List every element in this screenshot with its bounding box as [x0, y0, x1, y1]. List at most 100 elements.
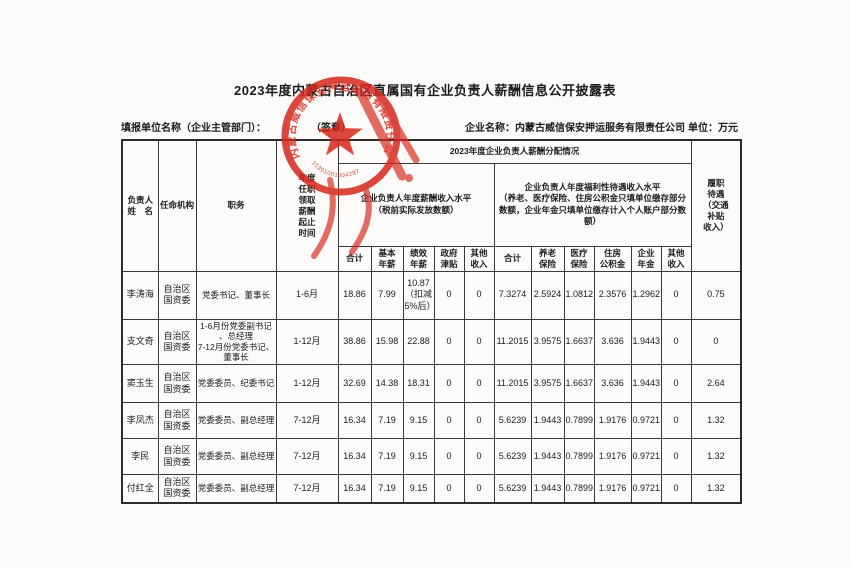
table-cell: 1.9443 [530, 438, 565, 476]
table-cell: 18.31 [402, 364, 435, 404]
table-cell: 党委书记、董事长 [195, 270, 277, 320]
table-cell: 5.6239 [493, 402, 532, 440]
table-cell: 7.19 [370, 474, 404, 504]
table-cell: 0.75 [690, 270, 742, 320]
sub-header-other-income2: 其他 收入 [660, 245, 692, 272]
table-cell: 1.32 [690, 438, 742, 476]
table-cell: 党委委员、副总经理 [195, 438, 277, 476]
table-cell: 3.9575 [530, 318, 565, 366]
table-cell: 2.64 [690, 364, 742, 404]
table-cell: 0 [463, 438, 495, 476]
table-cell: 38.86 [337, 318, 372, 366]
table-cell: 党委委员、副总经理 [195, 402, 277, 440]
table-cell: 1.9443 [630, 364, 662, 404]
table-cell: 14.38 [370, 364, 404, 404]
sub-header-performance-salary: 绩效 年薪 [402, 245, 435, 272]
table-cell: 1-6月 [275, 270, 339, 320]
sub-header-other-income1: 其他 收入 [463, 245, 495, 272]
table-cell: 0 [660, 364, 692, 404]
table-cell: 22.88 [402, 318, 435, 366]
table-cell: 0 [660, 438, 692, 476]
signature-label: （签章） [311, 123, 351, 134]
table-cell: 18.86 [337, 270, 372, 320]
table-cell: 0.9721 [630, 402, 662, 440]
table-row: 李民 自治区 国资委 党委委员、副总经理 7-12月 16.34 7.19 9.15 0 0 5.… [121, 438, 742, 476]
table-cell: 0 [690, 318, 742, 366]
group-header-salary: 企业负责人年度薪酬收入水平 （税前实际发放数额） [337, 162, 495, 247]
table-row: 李涛海 自治区 国资委 党委书记、董事长 1-6月 18.86 7.99 10.87 （扣减… [121, 270, 742, 320]
table-cell: 2.3576 [593, 270, 632, 320]
table-cell: 李涛海 [121, 270, 159, 320]
table-cell: 1.32 [690, 474, 742, 504]
table-cell: 2.5924 [530, 270, 565, 320]
table-cell: 7-12月 [275, 402, 339, 440]
table-row: 李凤杰 自治区 国资委 党委委员、副总经理 7-12月 16.34 7.19 9.15 0 0 5… [121, 402, 742, 440]
table-cell: 5.6239 [493, 438, 532, 476]
table-cell: 0 [463, 270, 495, 320]
header-row-3: 合计 基本 年薪 绩效 年薪 政府 津贴 其他 收入 合计 养老 保险 医疗 保… [122, 245, 741, 272]
table-cell: 1-12月 [275, 318, 339, 366]
sub-header-base-salary: 基本 年薪 [370, 245, 404, 272]
page-title: 2023年度内蒙古自治区直属国有企业负责人薪酬信息公开披露表 [234, 83, 616, 98]
table-cell: 1.6637 [563, 364, 595, 404]
header-row-1: 负责人 姓 名 任命机构 职务 年度 任职 领取 薪酬 起止 时间 2023年度… [121, 139, 742, 272]
table-cell: 32.69 [337, 364, 372, 404]
table-cell: 3.636 [593, 318, 632, 366]
table-header: 负责人 姓 名 任命机构 职务 年度 任职 领取 薪酬 起止 时间 2023年度… [121, 139, 742, 272]
table-cell: 3.636 [593, 364, 632, 404]
table-cell: 7-12月 [275, 438, 339, 476]
sub-header-annuity: 企业 年金 [630, 245, 662, 272]
table-cell: 1-6月份党委副书记 、总经理 7-12月份党委书记、 董事长 [195, 318, 277, 366]
table-cell: 自治区 国资委 [157, 270, 197, 320]
group-header-welfare: 企业负责人年度福利性待遇收入水平 （养老、医疗保险、住房公积金只填单位缴存部分数… [493, 162, 692, 247]
table-cell: 0 [433, 270, 465, 320]
table-cell: 7.99 [370, 270, 404, 320]
table-cell: 0.7899 [563, 402, 595, 440]
col-header-period: 年度 任职 领取 薪酬 起止 时间 [275, 139, 339, 272]
table-cell: 7.19 [370, 438, 404, 476]
sub-header-housing-fund: 住房 公积金 [593, 245, 632, 272]
table-cell: 1.9443 [530, 474, 565, 504]
table-cell: 1.2962 [630, 270, 662, 320]
table-cell: 1.9176 [593, 438, 632, 476]
table-cell: 党委委员、纪委书记 [195, 364, 277, 404]
table-cell: 付红全 [121, 474, 159, 504]
company-name-label: 企业名称：内蒙古威信保安押运服务有限责任公司 [465, 123, 685, 134]
sub-header-total2: 合计 [493, 245, 532, 272]
table-cell: 16.34 [337, 474, 372, 504]
table-cell: 自治区 国资委 [157, 318, 197, 366]
table-cell: 7-12月 [275, 474, 339, 504]
table-cell: 0 [660, 402, 692, 440]
table-cell: 0.7899 [563, 474, 595, 504]
table-cell: 0 [660, 474, 692, 504]
table-cell: 支文奇 [121, 318, 159, 366]
table-cell: 10.87 （扣减 5%后） [402, 270, 435, 320]
table-cell: 0 [433, 474, 465, 504]
table-cell: 1.32 [690, 402, 742, 440]
sub-header-gov-subsidy: 政府 津贴 [433, 245, 465, 272]
table-cell: 9.15 [402, 438, 435, 476]
table-cell: 0 [660, 318, 692, 366]
sub-header-total1: 合计 [337, 245, 372, 272]
meta-line: 填报单位名称（企业主管部门）： （签章） 企业名称：内蒙古威信保安押运服务有限责… [121, 119, 740, 134]
table-cell: 党委委员、副总经理 [195, 474, 277, 504]
table-cell: 16.34 [337, 438, 372, 476]
table-cell: 0.7899 [563, 438, 595, 476]
sub-header-medical: 医疗 保险 [563, 245, 595, 272]
sub-header-pension: 养老 保险 [530, 245, 565, 272]
table-cell: 0.9721 [630, 474, 662, 504]
table-cell: 0 [463, 318, 495, 366]
table-cell: 15.98 [370, 318, 404, 366]
col-header-position: 职务 [195, 139, 277, 272]
table-cell: 窦玉生 [121, 364, 159, 404]
col-header-duty-allowance: 履职 待遇 （交通 补贴 收入） [690, 139, 742, 272]
table-cell: 3.9575 [530, 364, 565, 404]
table-cell: 0 [463, 402, 495, 440]
col-header-agency: 任命机构 [157, 139, 197, 272]
table-cell: 0 [463, 474, 495, 504]
table-cell: 0 [433, 318, 465, 366]
table-cell: 5.6239 [493, 474, 532, 504]
table-cell: 1.0812 [563, 270, 595, 320]
table-cell: 9.15 [402, 402, 435, 440]
